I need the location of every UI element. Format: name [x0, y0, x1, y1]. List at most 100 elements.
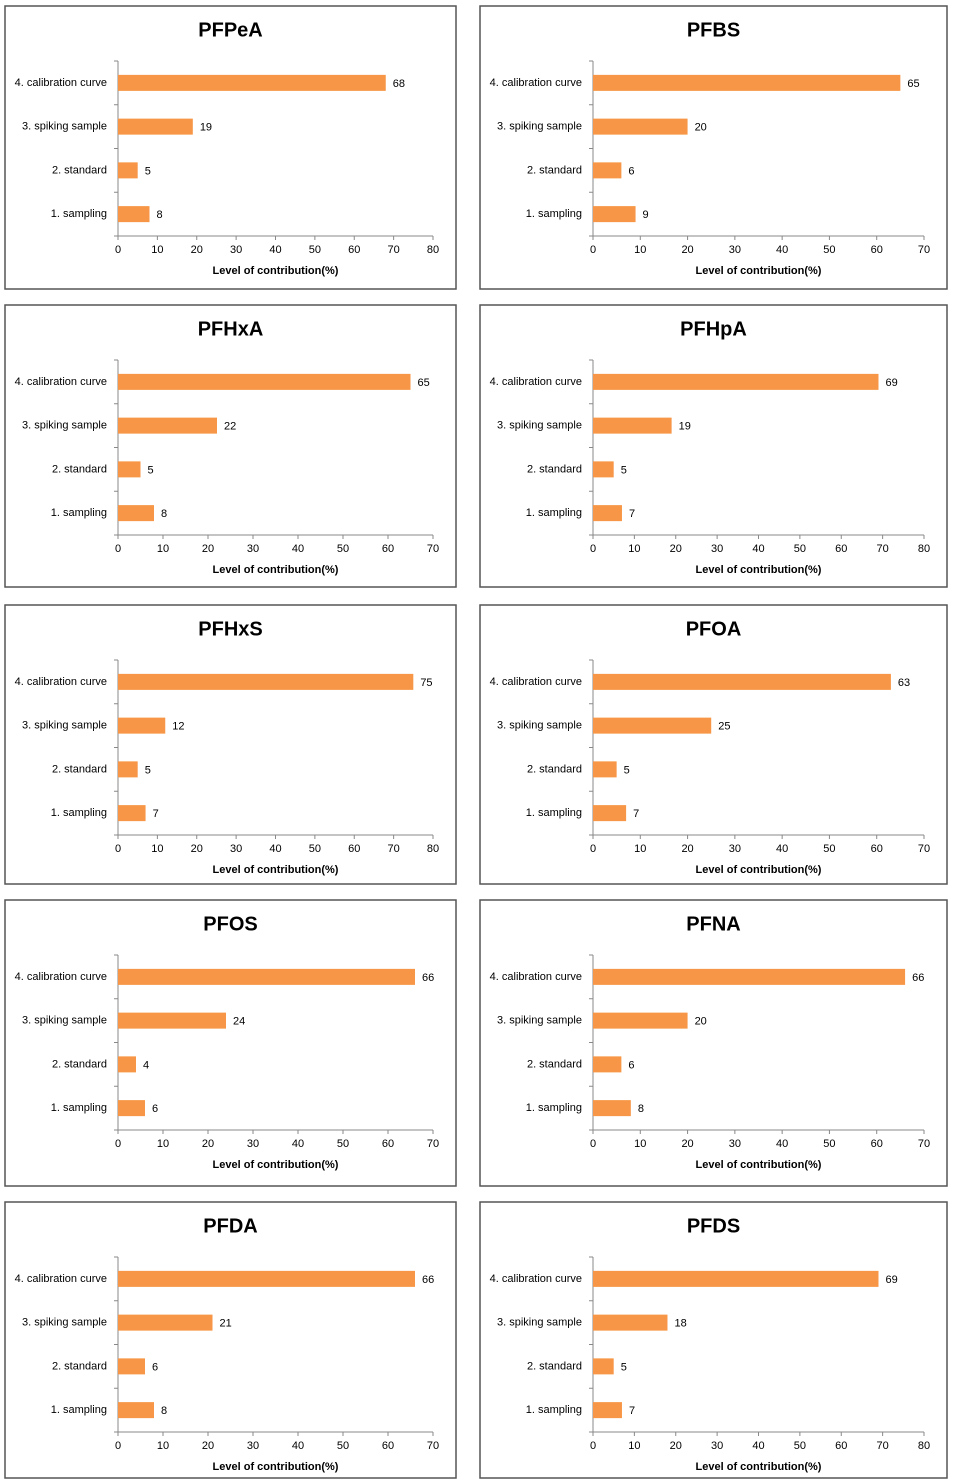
bar	[118, 505, 154, 522]
x-tick-label: 30	[247, 1440, 259, 1452]
bar	[118, 1100, 145, 1117]
x-tick-label: 70	[388, 843, 400, 855]
x-tick-label: 40	[292, 543, 304, 555]
y-tick-label: 2. standard	[52, 164, 107, 176]
x-tick-label: 30	[711, 543, 723, 555]
panel-border	[4, 304, 457, 588]
y-tick-label: 1. sampling	[51, 807, 107, 819]
y-tick-label: 1. sampling	[526, 1102, 582, 1114]
chart-title: PFHxA	[198, 318, 264, 340]
x-tick-label: 50	[337, 1440, 349, 1452]
data-label: 5	[145, 764, 151, 776]
x-tick-label: 40	[752, 1440, 764, 1452]
bar	[118, 417, 217, 434]
x-tick-label: 0	[590, 1440, 596, 1452]
y-tick-label: 2. standard	[527, 1058, 582, 1070]
x-tick-label: 20	[202, 1138, 214, 1150]
data-label: 66	[422, 1274, 434, 1286]
data-label: 24	[233, 1016, 245, 1028]
x-tick-label: 70	[427, 1440, 439, 1452]
y-tick-label: 3. spiking sample	[497, 121, 582, 133]
data-label: 66	[422, 972, 434, 984]
bar	[593, 162, 622, 179]
x-tick-label: 70	[918, 1138, 930, 1150]
x-tick-label: 0	[115, 244, 121, 256]
bar	[593, 1402, 622, 1419]
data-label: 65	[907, 78, 919, 90]
data-label: 8	[157, 209, 163, 221]
x-tick-label: 40	[269, 244, 281, 256]
data-label: 7	[633, 808, 639, 820]
panel-border	[4, 1201, 457, 1479]
panel-border	[4, 604, 457, 885]
data-label: 6	[628, 1059, 634, 1071]
data-label: 69	[885, 377, 897, 389]
panel-border	[479, 304, 948, 588]
bar	[118, 1314, 213, 1331]
x-tick-label: 10	[151, 244, 163, 256]
bar	[118, 206, 150, 223]
y-tick-label: 4. calibration curve	[490, 77, 582, 89]
x-tick-label: 30	[711, 1440, 723, 1452]
panel-border	[479, 1201, 948, 1479]
data-label: 8	[161, 1405, 167, 1417]
data-label: 5	[624, 764, 630, 776]
bar	[593, 206, 636, 223]
x-tick-label: 50	[823, 843, 835, 855]
x-tick-label: 40	[269, 843, 281, 855]
panel-border	[4, 899, 457, 1187]
x-tick-label: 50	[337, 543, 349, 555]
x-tick-label: 20	[681, 843, 693, 855]
x-tick-label: 0	[590, 543, 596, 555]
x-tick-label: 0	[115, 543, 121, 555]
x-tick-label: 10	[157, 1440, 169, 1452]
bar	[593, 1012, 688, 1029]
y-tick-label: 1. sampling	[526, 807, 582, 819]
data-label: 19	[679, 421, 691, 433]
x-tick-label: 30	[247, 1138, 259, 1150]
data-label: 5	[621, 1361, 627, 1373]
x-tick-label: 60	[871, 244, 883, 256]
x-tick-label: 70	[877, 543, 889, 555]
chart-title: PFOS	[203, 913, 257, 935]
panel-border	[479, 899, 948, 1187]
data-label: 5	[621, 464, 627, 476]
x-tick-label: 60	[835, 1440, 847, 1452]
x-axis-label: Level of contribution(%)	[696, 265, 822, 277]
data-label: 68	[393, 78, 405, 90]
chart: PFOA 0 10 20 30 40 50 60 70 Level of contribution…	[479, 604, 948, 885]
bar	[118, 461, 141, 478]
x-tick-label: 70	[918, 843, 930, 855]
y-tick-label: 2. standard	[527, 1360, 582, 1372]
bar	[118, 162, 138, 179]
bar	[118, 373, 411, 390]
bar	[593, 417, 672, 434]
x-tick-label: 70	[427, 1138, 439, 1150]
x-tick-label: 60	[871, 843, 883, 855]
bar	[118, 118, 193, 135]
x-tick-label: 60	[348, 244, 360, 256]
y-tick-label: 3. spiking sample	[22, 1317, 107, 1329]
x-tick-label: 30	[247, 543, 259, 555]
chart: PFHxA 0 10 20 30 40 50 60 70 Level of contributio…	[4, 304, 457, 588]
x-tick-label: 60	[348, 843, 360, 855]
bar	[593, 761, 617, 778]
x-tick-label: 20	[681, 244, 693, 256]
bar	[593, 118, 688, 135]
bar	[118, 968, 415, 985]
bar	[593, 1056, 622, 1073]
bar	[593, 1358, 614, 1375]
chart: PFOS 0 10 20 30 40 50 60 70 Level of contribution…	[4, 899, 457, 1187]
bar	[118, 673, 414, 690]
x-tick-label: 70	[918, 244, 930, 256]
y-tick-label: 1. sampling	[51, 507, 107, 519]
data-label: 6	[152, 1103, 158, 1115]
x-tick-label: 60	[382, 1138, 394, 1150]
chart: PFDA 0 10 20 30 40 50 60 70 Level of contribution…	[4, 1201, 457, 1479]
x-tick-label: 60	[835, 543, 847, 555]
x-tick-label: 10	[634, 843, 646, 855]
bar	[593, 505, 622, 522]
x-tick-label: 20	[191, 244, 203, 256]
x-tick-label: 80	[918, 1440, 930, 1452]
y-tick-label: 3. spiking sample	[497, 420, 582, 432]
